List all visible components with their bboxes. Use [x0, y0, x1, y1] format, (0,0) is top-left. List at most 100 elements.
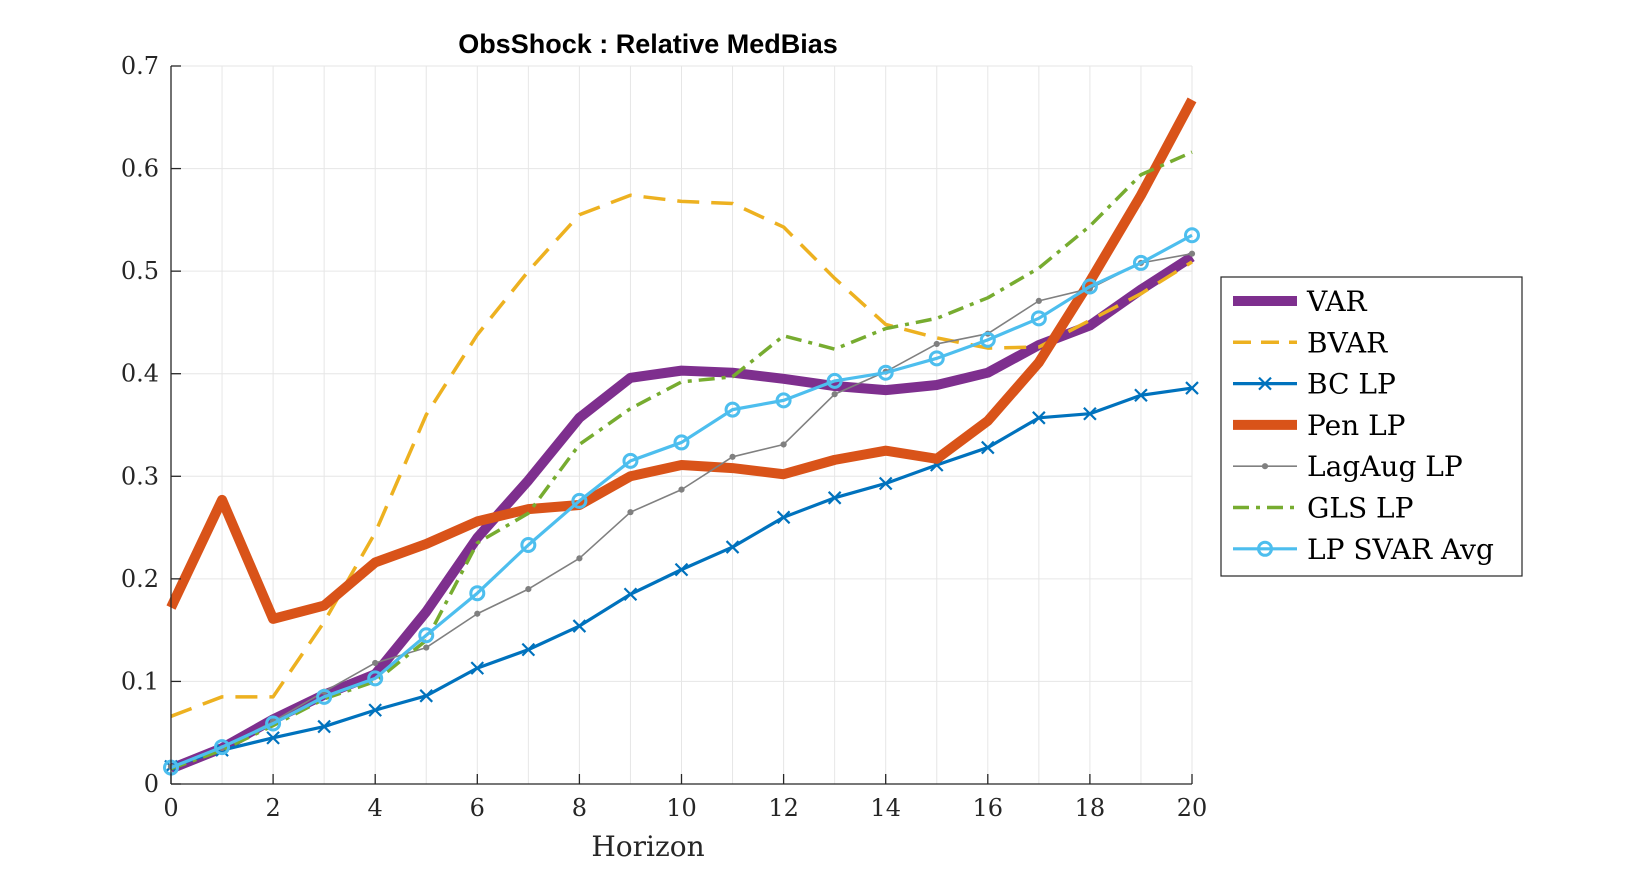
legend-item-pen-lp: Pen LP — [1233, 409, 1406, 442]
data-point-lp-svar-avg — [877, 364, 894, 381]
series-bc-lp — [164, 381, 1199, 774]
data-point-lp-svar-avg — [214, 739, 231, 756]
data-point-bc-lp — [470, 661, 485, 675]
series-bvar — [170, 193, 1193, 718]
series-group — [163, 97, 1200, 776]
y-tick-label: 0.3 — [121, 462, 159, 490]
legend-label: VAR — [1306, 285, 1368, 318]
x-tick-label: 6 — [470, 794, 485, 822]
data-point-lp-svar-avg — [928, 350, 945, 367]
data-point-lp-svar-avg — [316, 688, 333, 705]
x-tick-label: 2 — [265, 794, 280, 822]
x-tick-label: 10 — [666, 794, 697, 822]
legend-items: VAR BVAR BC LP Pen LP LagAug LP GLS LP LP SVAR… — [1233, 285, 1494, 566]
series-line-var — [169, 252, 1195, 774]
legend-marker — [1257, 540, 1273, 557]
data-point-lp-svar-avg — [673, 434, 690, 451]
data-point-lagaug-lp — [372, 659, 379, 667]
data-point-lp-svar-avg — [469, 585, 486, 602]
data-point-bc-lp — [521, 642, 536, 657]
x-axis-label: Horizon — [591, 830, 704, 863]
grid-lines — [170, 65, 1193, 785]
data-point-lp-svar-avg — [1081, 278, 1098, 295]
data-point-bc-lp — [419, 689, 434, 703]
x-tick-label: 20 — [1177, 794, 1208, 822]
tick-labels: 0 2 4 6 8 10 12 14 16 18 20 0 0.1 0.2 0.3 0.4 0.5 0.6 0.7 — [121, 52, 1207, 822]
legend-item-gls-lp: GLS LP — [1233, 492, 1413, 525]
data-point-lp-svar-avg — [1132, 254, 1149, 271]
data-point-bc-lp — [1185, 381, 1199, 395]
series-gls-lp — [170, 150, 1193, 771]
data-point-lp-svar-avg — [979, 331, 996, 348]
legend-label: BC LP — [1307, 368, 1396, 401]
data-point-bc-lp — [1134, 388, 1148, 403]
data-point-lagaug-lp — [933, 340, 940, 348]
legend-item-lagaug-lp: LagAug LP — [1233, 450, 1463, 483]
x-tick-label: 0 — [163, 794, 178, 822]
x-tick-label: 4 — [368, 794, 383, 822]
data-point-lagaug-lp — [474, 610, 481, 617]
data-point-lp-svar-avg — [1030, 310, 1047, 327]
data-point-bc-lp — [317, 719, 331, 734]
data-point-lagaug-lp — [1035, 297, 1042, 304]
data-point-lp-svar-avg — [520, 537, 537, 554]
data-point-lp-svar-avg — [826, 372, 843, 389]
data-point-lp-svar-avg — [775, 392, 792, 409]
data-point-lagaug-lp — [1188, 250, 1196, 257]
data-point-lagaug-lp — [780, 441, 787, 448]
data-point-bc-lp — [623, 587, 638, 602]
series-line-bvar — [170, 193, 1193, 718]
data-point-bc-lp — [776, 510, 791, 525]
legend-marker — [1258, 376, 1272, 391]
legend-item-var: VAR — [1233, 285, 1368, 318]
x-tick-label: 16 — [973, 794, 1004, 822]
legend-label: Pen LP — [1307, 409, 1406, 442]
data-point-lagaug-lp — [525, 586, 532, 593]
axes — [170, 65, 1193, 785]
data-point-bc-lp — [368, 703, 382, 717]
y-tick-label: 0.2 — [121, 565, 159, 593]
legend-label: BVAR — [1307, 326, 1388, 359]
y-tick-label: 0.1 — [121, 667, 159, 695]
x-tick-label: 8 — [572, 794, 587, 822]
data-point-lagaug-lp — [729, 453, 736, 460]
x-tick-label: 14 — [870, 794, 901, 822]
series-line-pen-lp — [166, 97, 1197, 624]
data-point-bc-lp — [674, 562, 689, 577]
data-point-bc-lp — [266, 731, 280, 745]
legend-item-bc-lp: BC LP — [1233, 368, 1396, 401]
data-point-lagaug-lp — [576, 555, 583, 562]
x-tick-label: 12 — [768, 794, 799, 822]
data-point-lp-svar-avg — [724, 401, 741, 418]
legend-label: LP SVAR Avg — [1307, 533, 1494, 566]
data-point-lp-svar-avg — [571, 492, 588, 509]
legend-label: GLS LP — [1307, 492, 1413, 525]
x-tick-label: 18 — [1075, 794, 1106, 822]
data-point-bc-lp — [878, 476, 893, 491]
data-point-bc-lp — [725, 540, 740, 554]
data-point-lagaug-lp — [831, 391, 838, 398]
chart-title: ObsShock : Relative MedBias — [458, 29, 838, 59]
data-point-lp-svar-avg — [367, 670, 384, 687]
y-tick-label: 0 — [144, 770, 159, 798]
legend: VAR BVAR BC LP Pen LP LagAug LP GLS LP LP SVAR… — [1220, 276, 1523, 577]
legend-marker — [1261, 463, 1269, 470]
data-point-bc-lp — [572, 619, 587, 633]
data-point-lp-svar-avg — [622, 452, 639, 469]
y-tick-label: 0.6 — [121, 155, 159, 183]
y-tick-label: 0.5 — [121, 257, 159, 285]
legend-item-bvar: BVAR — [1233, 326, 1388, 359]
data-point-lp-svar-avg — [1184, 227, 1200, 244]
legend-label: LagAug LP — [1307, 450, 1463, 483]
data-point-bc-lp — [827, 491, 842, 505]
series-line-lp-svar-avg — [170, 233, 1193, 770]
data-point-lagaug-lp — [423, 644, 430, 651]
data-point-bc-lp — [1032, 411, 1046, 425]
data-point-lagaug-lp — [678, 486, 685, 493]
data-point-lp-svar-avg — [418, 627, 435, 644]
series-var — [169, 252, 1195, 774]
data-point-bc-lp — [1083, 406, 1097, 421]
y-tick-label: 0.7 — [121, 52, 159, 80]
